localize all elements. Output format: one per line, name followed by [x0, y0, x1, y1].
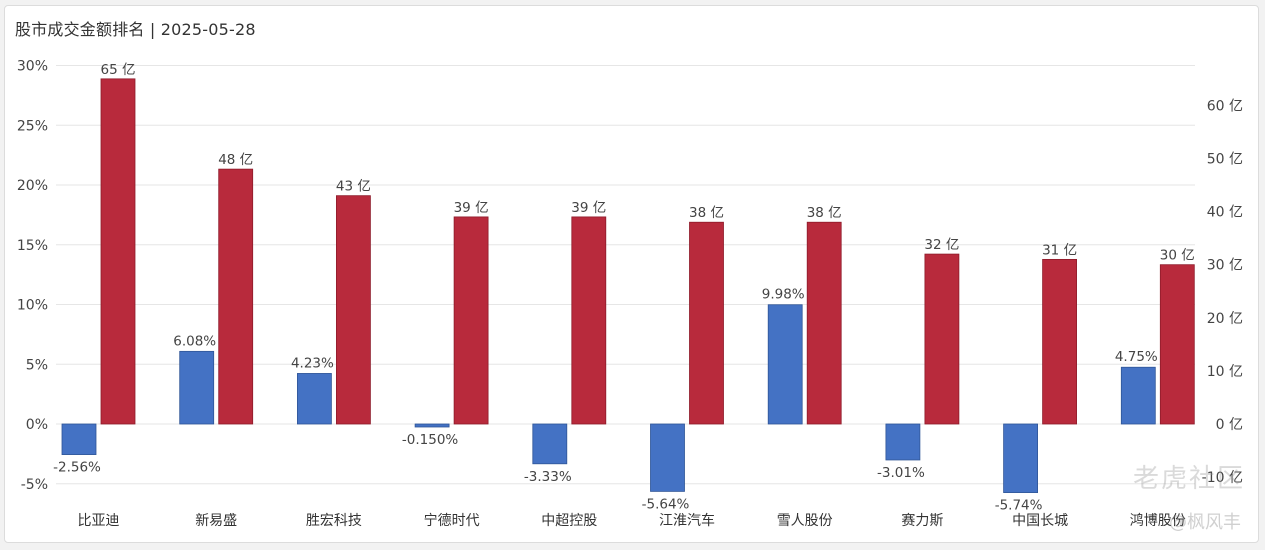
bar-turnover: [1159, 264, 1195, 425]
bars: [61, 78, 1195, 493]
bar-change: [885, 423, 921, 461]
data-label-turnover: 39 亿: [454, 200, 489, 216]
x-category-label: 鸿博股份: [1130, 512, 1186, 529]
data-label-turnover: 32 亿: [924, 237, 959, 253]
bar-turnover: [335, 195, 371, 425]
watermark-author: @枫风丰: [1169, 512, 1241, 533]
y-left-tick-label: 20%: [17, 178, 48, 194]
bar-change: [1120, 366, 1156, 425]
y-left-tick-label: 5%: [26, 357, 48, 373]
bar-change: [532, 423, 568, 465]
y-right-tick-label: 20 亿: [1207, 311, 1243, 327]
bar-turnover: [689, 221, 724, 425]
data-label-change: -3.33%: [524, 469, 572, 485]
x-category-label: 中超控股: [541, 513, 597, 529]
bar-turnover: [924, 253, 960, 425]
data-label-change: 4.23%: [291, 355, 334, 371]
y-right-tick-label: 10 亿: [1207, 364, 1243, 380]
y-right-tick-label: -10 亿: [1202, 470, 1243, 486]
y-left-tick-label: 25%: [17, 118, 48, 134]
bar-turnover: [100, 78, 136, 425]
y-left-tick-label: 30%: [17, 59, 48, 75]
bar-turnover: [218, 168, 254, 425]
y-left-tick-label: -5%: [21, 477, 48, 493]
x-category-label: 宁德时代: [424, 512, 480, 529]
bar-change: [414, 423, 450, 428]
y-right-tick-label: 40 亿: [1207, 205, 1243, 221]
bar-change: [1003, 423, 1038, 493]
data-label-turnover: 39 亿: [571, 200, 606, 216]
bar-turnover: [453, 216, 489, 425]
x-category-label: 雪人股份: [777, 513, 833, 529]
x-category-label: 赛力斯: [901, 513, 943, 529]
x-category-label: 江淮汽车: [659, 512, 715, 529]
data-label-change: -0.150%: [402, 432, 459, 448]
bar-turnover: [806, 221, 842, 425]
data-label-change: -2.56%: [53, 460, 101, 476]
data-label-turnover: 31 亿: [1042, 242, 1077, 258]
data-label-turnover: 38 亿: [807, 205, 842, 221]
y-left-tick-label: 10%: [17, 298, 48, 314]
bar-change: [650, 423, 685, 492]
x-axis-categories: 比亚迪 新易盛 胜宏科技 宁德时代 中超控股 江淮汽车 雪人股份 赛力斯 中国长城 鸿博股份: [78, 512, 1186, 529]
x-category-label: 新易盛: [195, 513, 237, 529]
chart-title: 股市成交金额排名 | 2025-05-28: [15, 20, 256, 39]
x-category-label: 中国长城: [1012, 513, 1068, 529]
bar-change: [296, 373, 332, 425]
data-label-turnover: 48 亿: [218, 152, 253, 168]
data-label-change: 6.08%: [173, 333, 216, 349]
watermark-brand: 老虎社区: [1132, 464, 1245, 494]
data-label-change: -5.74%: [995, 498, 1043, 514]
x-category-label: 胜宏科技: [306, 513, 362, 529]
data-label-turnover: 43 亿: [336, 179, 371, 195]
data-label-change: -3.01%: [877, 465, 925, 481]
bar-turnover: [1042, 258, 1077, 425]
bar-turnover: [571, 216, 607, 425]
y-left-tick-label: 15%: [17, 238, 48, 254]
bar-change: [61, 423, 97, 455]
y-axis-left: -5% 0% 5% 10% 15% 20% 25% 30%: [17, 59, 48, 493]
y-left-tick-label: 0%: [26, 417, 48, 433]
data-label-change: 9.98%: [762, 287, 805, 303]
y-axis-right: -10 亿 0 亿 10 亿 20 亿 30 亿 40 亿 50 亿 60 亿: [1202, 98, 1243, 486]
data-label-change: 4.75%: [1115, 349, 1158, 365]
y-right-tick-label: 0 亿: [1216, 417, 1243, 433]
y-right-tick-label: 30 亿: [1207, 258, 1243, 274]
y-right-tick-label: 60 亿: [1207, 98, 1243, 114]
data-label-turnover: 65 亿: [101, 62, 136, 78]
data-label-change: -5.64%: [642, 496, 690, 512]
data-labels: -2.56% 65 亿 6.08% 48 亿 4.23% 43 亿 -0.150% 39 亿 -…: [53, 62, 1195, 514]
bar-change: [767, 304, 803, 425]
data-label-turnover: 30 亿: [1160, 248, 1195, 264]
bar-change: [179, 350, 215, 425]
x-category-label: 比亚迪: [78, 513, 120, 529]
data-label-turnover: 38 亿: [689, 205, 724, 221]
y-right-tick-label: 50 亿: [1207, 152, 1243, 168]
